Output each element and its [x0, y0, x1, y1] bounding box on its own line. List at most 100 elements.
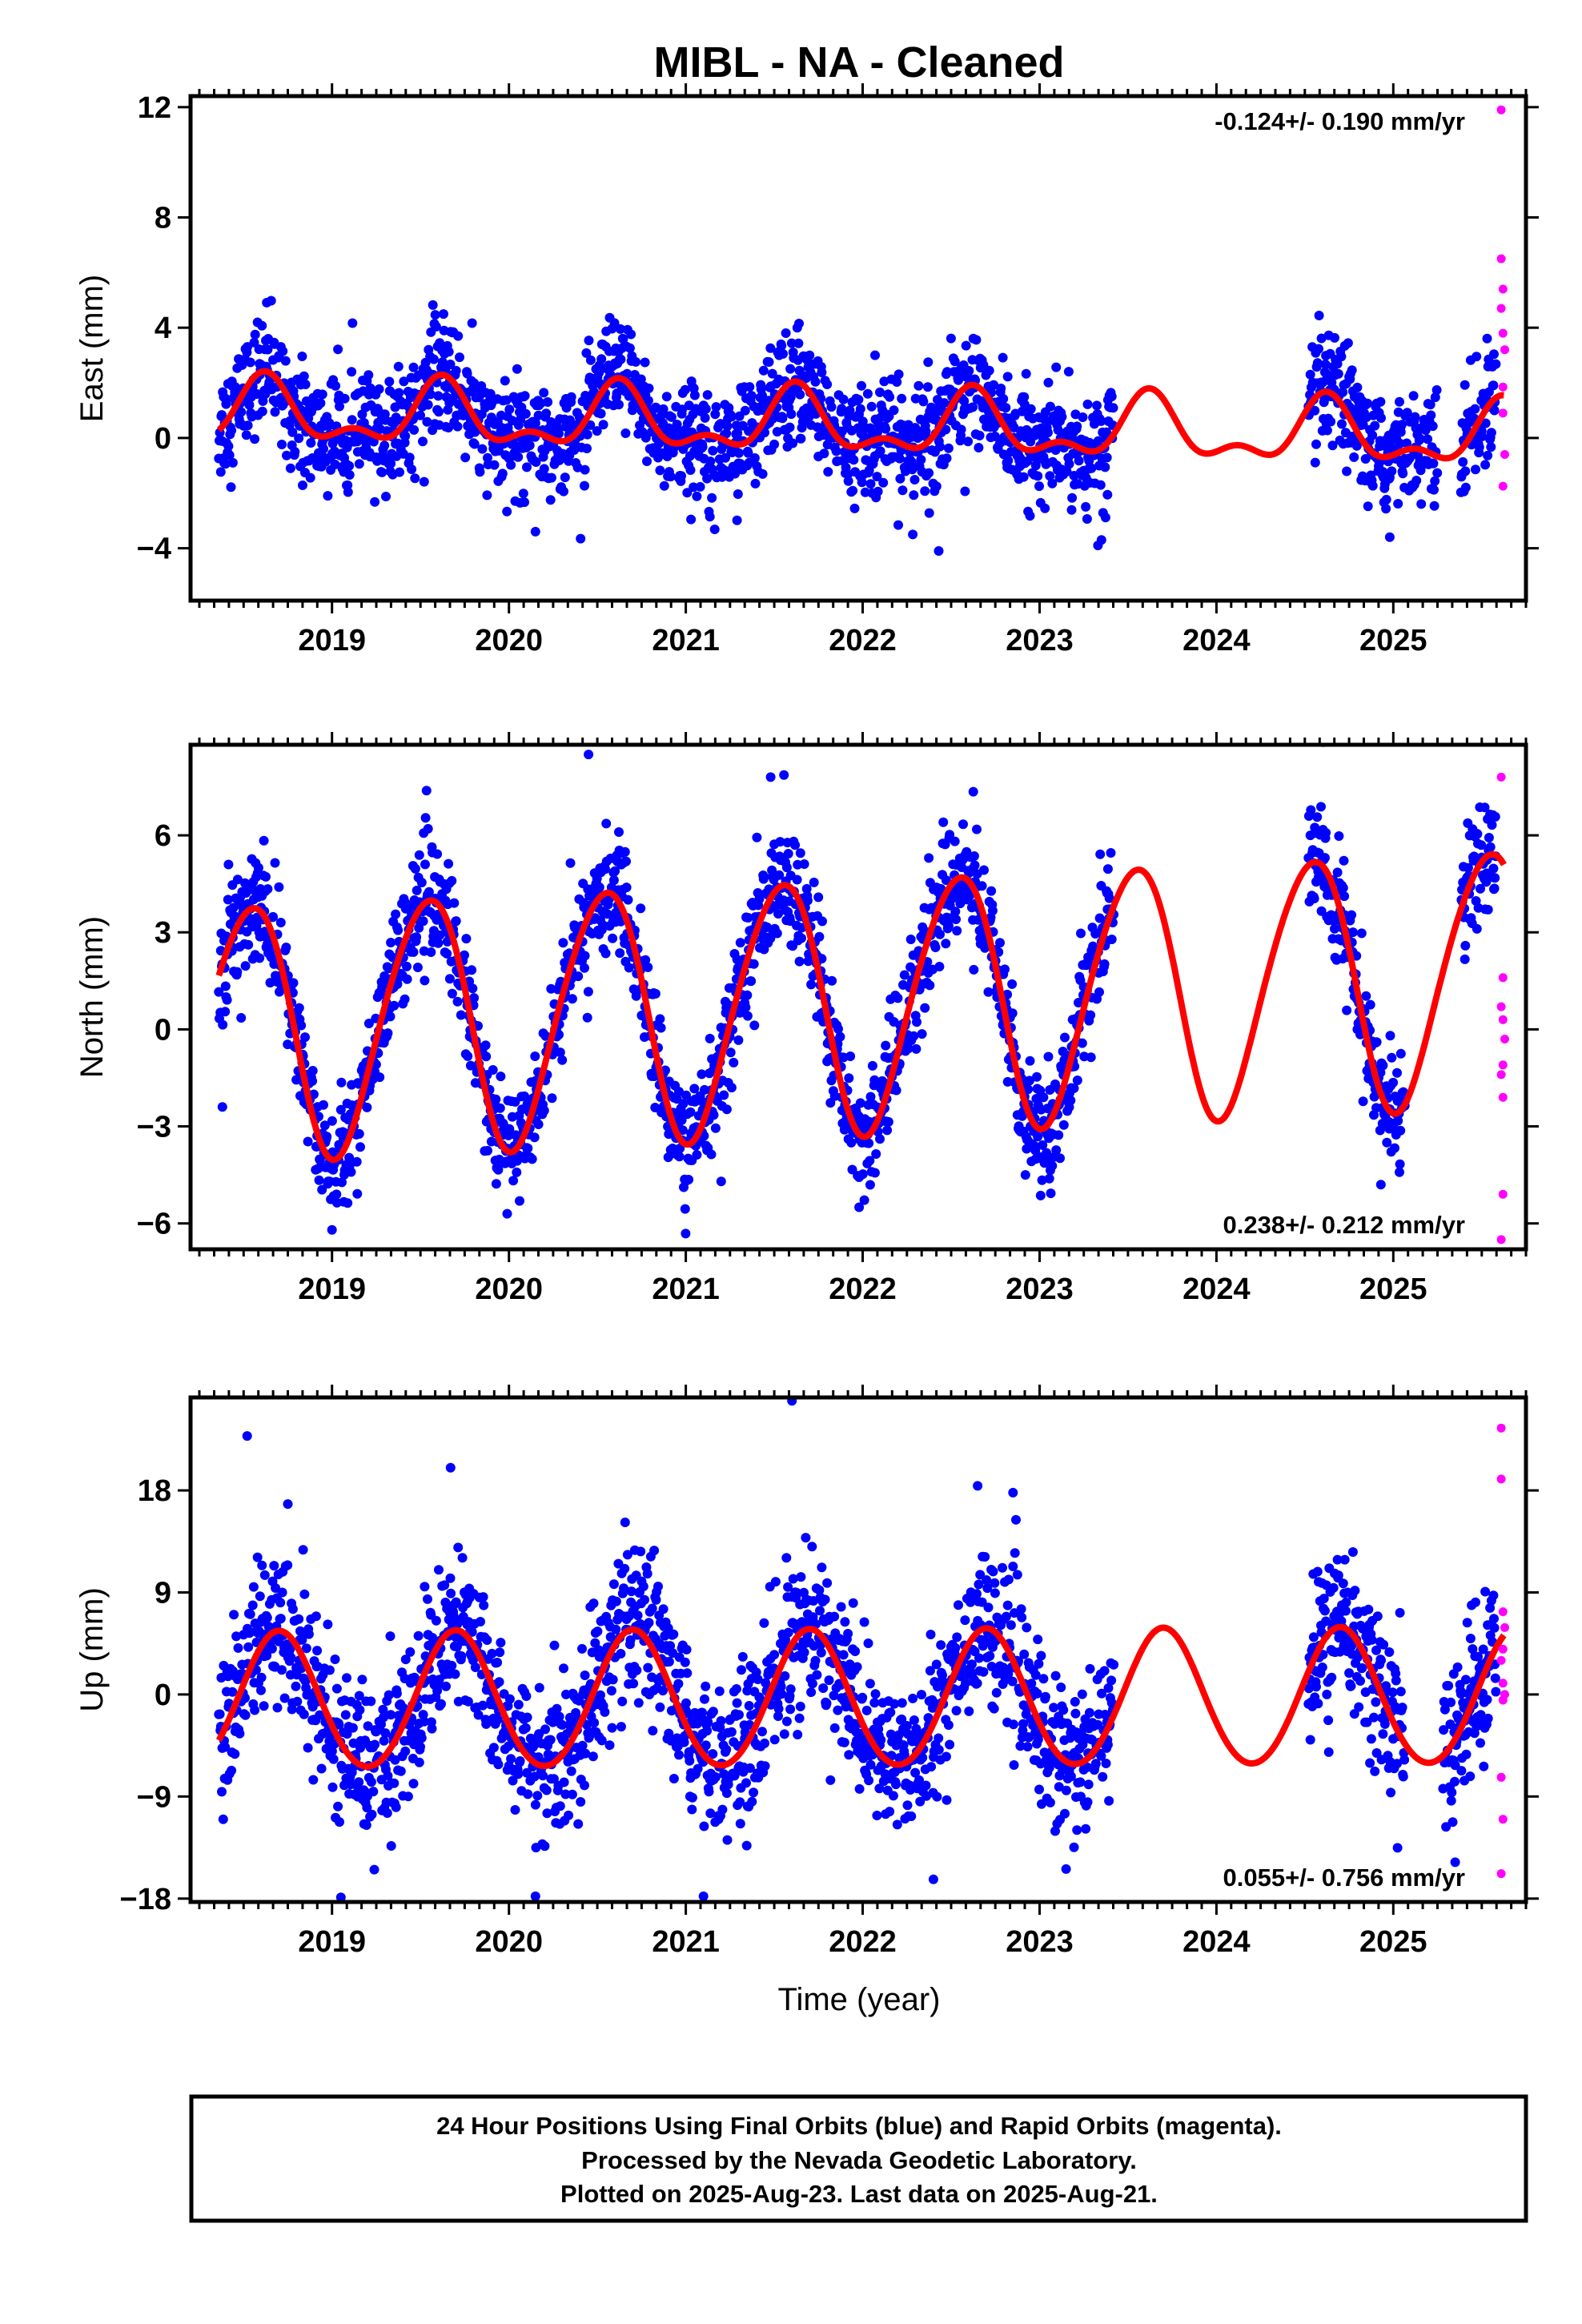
east-final-point: [489, 460, 500, 470]
north-final-point: [610, 866, 620, 876]
east-final-point: [726, 412, 737, 422]
north-final-point: [1395, 1048, 1406, 1059]
north-final-point: [456, 1010, 466, 1020]
east-final-point: [580, 464, 590, 475]
east-final-point: [665, 472, 676, 482]
east-final-point: [889, 405, 899, 416]
north-final-point: [779, 770, 789, 780]
east-final-point: [922, 382, 933, 392]
east-final-point: [569, 444, 580, 455]
east-final-point: [1404, 453, 1415, 464]
north-final-point: [1069, 1083, 1079, 1093]
north-final-point: [643, 962, 653, 972]
up-final-point: [716, 1715, 726, 1726]
up-final-point: [576, 1797, 586, 1807]
north-final-point: [772, 928, 782, 939]
up-final-point: [334, 1719, 344, 1730]
up-final-point: [357, 1675, 367, 1685]
east-final-point: [826, 402, 837, 412]
east-final-point: [636, 374, 646, 384]
north-final-point: [222, 995, 232, 1005]
up-final-point: [534, 1683, 544, 1693]
north-final-point: [496, 1072, 506, 1082]
up-final-point: [230, 1749, 240, 1759]
north-final-point: [558, 938, 568, 948]
north-final-point: [864, 1138, 874, 1148]
north-final-point: [533, 1120, 544, 1129]
east-final-point: [554, 428, 564, 439]
east-final-point: [857, 380, 866, 391]
east-final-point: [878, 477, 889, 488]
east-final-point: [594, 368, 604, 378]
up-final-point: [726, 1727, 737, 1737]
east-final-point: [520, 408, 531, 419]
north-final-point: [554, 1030, 564, 1039]
up-final-point: [513, 1699, 524, 1710]
up-final-point: [559, 1777, 569, 1787]
north-final-point: [220, 981, 231, 991]
up-final-point: [555, 1801, 565, 1811]
east-final-point: [643, 396, 653, 406]
east-final-point: [764, 357, 774, 367]
up-final-point: [340, 1710, 351, 1720]
north-final-point: [1037, 1175, 1047, 1185]
east-final-point: [760, 428, 769, 438]
north-rapid-point: [1498, 1060, 1508, 1070]
east-final-point: [855, 404, 865, 414]
north-final-point: [1387, 1052, 1397, 1063]
east-final-point: [285, 463, 295, 473]
east-final-point: [1370, 420, 1380, 431]
east-x-tick-label: 2023: [1006, 624, 1074, 657]
north-final-point: [909, 1031, 919, 1041]
east-final-point: [785, 422, 795, 432]
east-final-point: [1034, 481, 1044, 492]
east-final-point: [243, 420, 253, 431]
north-final-point: [1385, 1031, 1395, 1041]
north-final-point: [432, 849, 443, 859]
east-final-point: [344, 460, 355, 471]
east-final-point: [984, 365, 994, 376]
east-final-point: [950, 356, 960, 367]
up-final-point: [252, 1552, 263, 1562]
north-final-point: [649, 1072, 660, 1081]
north-final-point: [580, 951, 590, 961]
north-final-point: [1339, 891, 1350, 902]
up-final-point: [386, 1841, 396, 1851]
east-final-point: [618, 334, 628, 344]
east-final-point: [677, 471, 686, 481]
up-final-point: [478, 1592, 488, 1602]
east-final-point: [1347, 365, 1357, 376]
east-final-point: [875, 446, 885, 456]
north-final-point: [1077, 1038, 1087, 1048]
east-final-point: [875, 387, 885, 397]
east-final-point: [1064, 459, 1074, 469]
east-final-point: [849, 503, 860, 513]
east-final-point: [435, 338, 445, 348]
up-final-point: [256, 1685, 266, 1695]
north-final-point: [253, 862, 263, 873]
north-final-point: [275, 918, 286, 927]
up-final-point: [592, 1626, 603, 1637]
east-rapid-point: [1498, 382, 1508, 392]
north-final-point: [833, 1023, 843, 1034]
east-final-point: [612, 388, 622, 399]
east-final-point: [1393, 499, 1403, 509]
east-final-point: [795, 389, 805, 400]
north-final-point: [414, 850, 424, 860]
east-final-outlier-point: [934, 546, 944, 556]
north-final-point: [223, 895, 233, 905]
east-final-outlier-point: [870, 350, 880, 360]
north-final-point: [504, 1124, 515, 1134]
north-final-point: [636, 903, 646, 914]
north-final-point: [1398, 1087, 1408, 1097]
north-final-point: [1024, 1076, 1034, 1086]
east-final-point: [614, 400, 624, 410]
east-final-point: [300, 380, 311, 389]
east-final-point: [769, 439, 780, 449]
east-final-point: [918, 396, 929, 407]
east-final-point: [282, 450, 291, 460]
east-final-point: [893, 520, 903, 530]
east-final-point: [989, 380, 999, 390]
east-y-tick-label: 8: [155, 202, 171, 235]
east-final-point: [659, 480, 669, 491]
